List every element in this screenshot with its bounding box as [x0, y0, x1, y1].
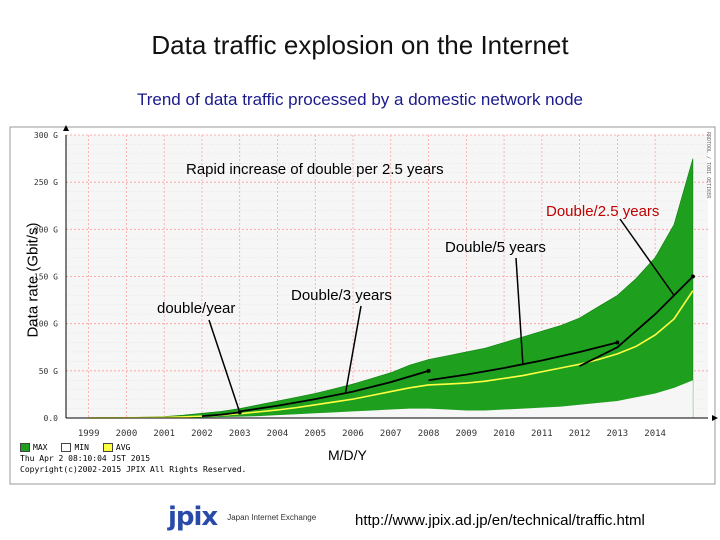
x-tick-label: 2007: [380, 429, 402, 439]
x-tick-label: 2005: [304, 429, 326, 439]
x-tick-label: 2006: [342, 429, 364, 439]
x-tick-label: 2012: [569, 429, 591, 439]
x-tick-label: 2002: [191, 429, 213, 439]
x-tick-label: 2009: [455, 429, 477, 439]
legend-item-avg: AVG: [102, 443, 131, 452]
y-axis-arrow: [63, 125, 69, 131]
y-tick-label: 250 G: [34, 178, 58, 187]
annotation-pointer: [515, 257, 524, 366]
legend-label-max: MAX: [33, 443, 48, 452]
trend-line-end: [426, 368, 431, 373]
annotation-double-5-years: Double/5 years: [445, 239, 546, 256]
x-tick-label: 2008: [418, 429, 440, 439]
y-tick-label: 300 G: [34, 131, 58, 140]
legend-item-max: MAX: [20, 443, 47, 452]
jpix-logo: jpix Japan Internet Exchange: [168, 502, 316, 532]
series-max-area: [88, 158, 694, 419]
y-tick-label: 0.0: [44, 414, 59, 423]
jpix-logo-mark: jpix: [168, 502, 218, 532]
trend-line: [239, 369, 429, 413]
x-axis-arrow: [712, 415, 718, 421]
legend-swatch-min: [61, 443, 72, 452]
legend-swatch-avg: [102, 443, 113, 452]
annotation-pointer: [344, 305, 362, 394]
chart-copyright: Copyright(c)2002-2015 JPIX All Rights Re…: [20, 465, 247, 474]
source-url: http://www.jpix.ad.jp/en/technical/traff…: [355, 512, 645, 529]
legend-item-min: MIN: [61, 443, 89, 452]
series-min-area: [88, 380, 693, 418]
page-subtitle: Trend of data traffic processed by a dom…: [136, 90, 584, 109]
y-tick-label: 100 G: [34, 320, 58, 329]
annotation-pointer: [619, 218, 675, 296]
page-title: Data traffic explosion on the Internet: [151, 30, 569, 60]
annotation-double-2-5-years: Double/2.5 years: [546, 203, 660, 220]
x-tick-label: 2011: [531, 429, 553, 439]
annotation-rapid-increase: Rapid increase of double per 2.5 years: [186, 161, 444, 178]
jpix-logo-text: Japan Internet Exchange: [227, 512, 317, 522]
rrdtool-side-label: RRDTOOL / TOBI OETIKER: [705, 132, 711, 199]
x-tick-label: 2010: [493, 429, 515, 439]
y-tick-label: 200 G: [34, 225, 58, 234]
trend-line: [579, 275, 694, 367]
annotation-double-3-years: Double/3 years: [291, 287, 392, 304]
x-tick-label: 2014: [644, 429, 666, 439]
x-tick-label: 2004: [267, 429, 289, 439]
x-tick-label: 2013: [607, 429, 629, 439]
trend-line: [201, 411, 240, 418]
x-tick-label: 2001: [153, 429, 175, 439]
chart-legend: MAX MIN AVG Thu Apr 2 08:10:04 JST 2015 …: [20, 443, 246, 474]
legend-label-min: MIN: [74, 443, 89, 452]
chart-timestamp: Thu Apr 2 08:10:04 JST 2015: [20, 454, 151, 463]
trend-line-end: [615, 340, 620, 345]
x-tick-label: 1999: [78, 429, 100, 439]
legend-label-avg: AVG: [115, 443, 131, 452]
trend-line-end: [690, 274, 695, 279]
y-axis-label: Data rate (Gbit/s): [24, 222, 42, 338]
y-tick-label: 150 G: [34, 273, 58, 282]
annotation-pointer: [208, 319, 241, 413]
legend-swatch-max: [20, 443, 30, 452]
annotation-double-year: double/year: [157, 300, 236, 317]
x-tick-label: 2000: [116, 429, 138, 439]
y-tick-label: 50 G: [39, 367, 58, 376]
x-axis-label: M/D/Y: [328, 447, 367, 463]
x-tick-label: 2003: [229, 429, 251, 439]
